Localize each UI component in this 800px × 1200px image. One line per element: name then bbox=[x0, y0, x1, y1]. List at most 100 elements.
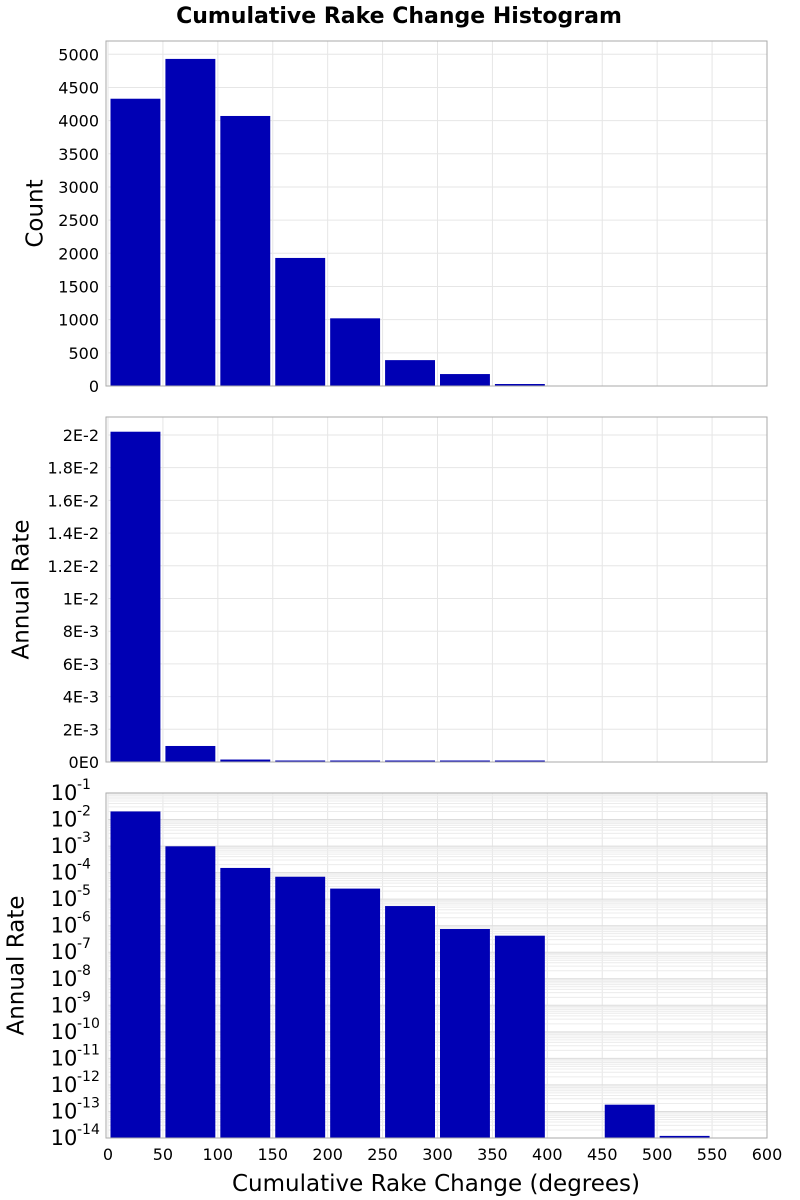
panel-2: 0E0 2E-3 4E-3 6E-3 8E-3 1E-2 1.2E-2 1.4E-2 1.6E-… bbox=[9, 416, 768, 772]
bar bbox=[440, 760, 490, 762]
x-tick-label: 600 bbox=[752, 1145, 783, 1164]
x-tick-label: 400 bbox=[532, 1145, 563, 1164]
y-tick-exponent: -4 bbox=[77, 857, 91, 873]
y-tick-label: 10 bbox=[51, 861, 78, 885]
y-tick-exponent: -9 bbox=[77, 989, 91, 1005]
x-axis-label: Cumulative Rake Change (degrees) bbox=[232, 1171, 640, 1197]
panel-1-y-ticks: 0 500 1000 1500 2000 2500 3000 3500 4000 4500 5000 bbox=[58, 45, 99, 396]
y-tick-label: 5000 bbox=[58, 45, 99, 64]
y-tick-label: 2500 bbox=[58, 211, 99, 230]
bar bbox=[659, 1135, 710, 1138]
y-tick-label: 1000 bbox=[58, 311, 99, 330]
bar bbox=[385, 760, 435, 762]
y-tick-label: 10 bbox=[51, 1046, 78, 1070]
bar bbox=[494, 935, 545, 1138]
y-tick-exponent: -7 bbox=[77, 936, 91, 952]
y-tick-exponent: -10 bbox=[77, 1016, 100, 1032]
x-tick-label: 500 bbox=[642, 1145, 673, 1164]
x-tick-label: 0 bbox=[103, 1145, 113, 1164]
y-tick-label: 10 bbox=[51, 1020, 78, 1044]
y-tick-label: 3500 bbox=[58, 145, 99, 164]
panel-frame bbox=[105, 40, 768, 387]
y-tick-label: 10 bbox=[51, 914, 78, 938]
panels-layer: 0500100015002000250030003500400045005000… bbox=[4, 40, 783, 1164]
y-tick-label: 2E-2 bbox=[63, 426, 99, 445]
y-tick-label: 8E-3 bbox=[63, 622, 99, 641]
y-tick-label: 10 bbox=[51, 834, 78, 858]
panel-3-bars bbox=[110, 811, 710, 1138]
panel-2-bars bbox=[110, 431, 545, 762]
y-tick-label: 500 bbox=[68, 344, 99, 363]
y-tick-exponent: -2 bbox=[77, 804, 91, 820]
y-tick-label: 4000 bbox=[58, 112, 99, 131]
bar bbox=[220, 759, 271, 762]
bar bbox=[220, 115, 271, 386]
panel-frame bbox=[105, 792, 768, 1139]
y-tick-label: 1.6E-2 bbox=[47, 491, 99, 510]
bar bbox=[330, 318, 381, 386]
x-tick-label: 150 bbox=[257, 1145, 288, 1164]
y-tick-exponent: -6 bbox=[77, 910, 91, 926]
panel-1-bars bbox=[110, 58, 545, 387]
x-tick-label: 300 bbox=[422, 1145, 453, 1164]
y-tick-label: 0 bbox=[89, 377, 99, 396]
y-tick-label: 10 bbox=[51, 887, 78, 911]
y-tick-label: 1.8E-2 bbox=[47, 459, 99, 478]
y-tick-label: 10 bbox=[51, 1073, 78, 1097]
x-tick-label: 200 bbox=[312, 1145, 343, 1164]
x-tick-label: 100 bbox=[203, 1145, 234, 1164]
x-tick-label: 250 bbox=[367, 1145, 398, 1164]
bar bbox=[165, 846, 216, 1138]
y-tick-label: 10 bbox=[51, 967, 78, 991]
y-tick-label: 10 bbox=[51, 1099, 78, 1123]
y-tick-label: 2000 bbox=[58, 244, 99, 263]
bar bbox=[385, 360, 435, 386]
chart-title: Cumulative Rake Change Histogram bbox=[176, 4, 622, 29]
bar bbox=[110, 431, 161, 762]
panel-3-grid bbox=[107, 793, 768, 1139]
panel-2-grid bbox=[107, 417, 768, 763]
y-tick-label: 2E-3 bbox=[63, 720, 99, 739]
y-tick-label: 10 bbox=[51, 808, 78, 832]
y-tick-label: 4E-3 bbox=[63, 688, 99, 707]
bar bbox=[330, 888, 381, 1138]
y-tick-exponent: -3 bbox=[77, 830, 91, 846]
y-tick-label: 1500 bbox=[58, 277, 99, 296]
y-tick-label: 10 bbox=[51, 781, 78, 805]
bar bbox=[494, 384, 545, 386]
y-tick-label: 0E0 bbox=[69, 753, 99, 772]
y-tick-label: 1E-2 bbox=[63, 589, 99, 608]
y-tick-label: 6E-3 bbox=[63, 655, 99, 674]
y-tick-label: 10 bbox=[51, 940, 78, 964]
y-tick-label: 4500 bbox=[58, 78, 99, 97]
y-tick-exponent: -14 bbox=[77, 1122, 100, 1138]
y-axis-label: Annual Rate bbox=[4, 896, 30, 1036]
panel-frame bbox=[105, 416, 768, 763]
bar bbox=[165, 745, 216, 762]
y-tick-label: 1.4E-2 bbox=[47, 524, 99, 543]
y-tick-label: 10 bbox=[51, 993, 78, 1017]
bar bbox=[110, 98, 161, 386]
x-tick-label: 450 bbox=[587, 1145, 618, 1164]
bar bbox=[604, 1104, 655, 1138]
x-tick-label: 350 bbox=[477, 1145, 508, 1164]
x-tick-label: 50 bbox=[153, 1145, 173, 1164]
bar bbox=[440, 374, 490, 386]
bar bbox=[440, 929, 490, 1138]
y-axis-label: Annual Rate bbox=[9, 520, 35, 660]
y-tick-exponent: -12 bbox=[77, 1069, 100, 1085]
bar bbox=[165, 58, 216, 387]
bar bbox=[494, 760, 545, 762]
y-tick-exponent: -5 bbox=[77, 883, 91, 899]
x-tick-label: 550 bbox=[697, 1145, 728, 1164]
y-tick-label: 3000 bbox=[58, 178, 99, 197]
y-tick-label: 1.2E-2 bbox=[47, 557, 99, 576]
bar bbox=[330, 760, 381, 762]
y-tick-exponent: -1 bbox=[77, 777, 91, 793]
bar bbox=[385, 906, 435, 1138]
panel-2-y-ticks: 0E0 2E-3 4E-3 6E-3 8E-3 1E-2 1.2E-2 1.4E-2 1.6E-… bbox=[47, 426, 99, 772]
y-tick-exponent: -11 bbox=[77, 1042, 100, 1058]
